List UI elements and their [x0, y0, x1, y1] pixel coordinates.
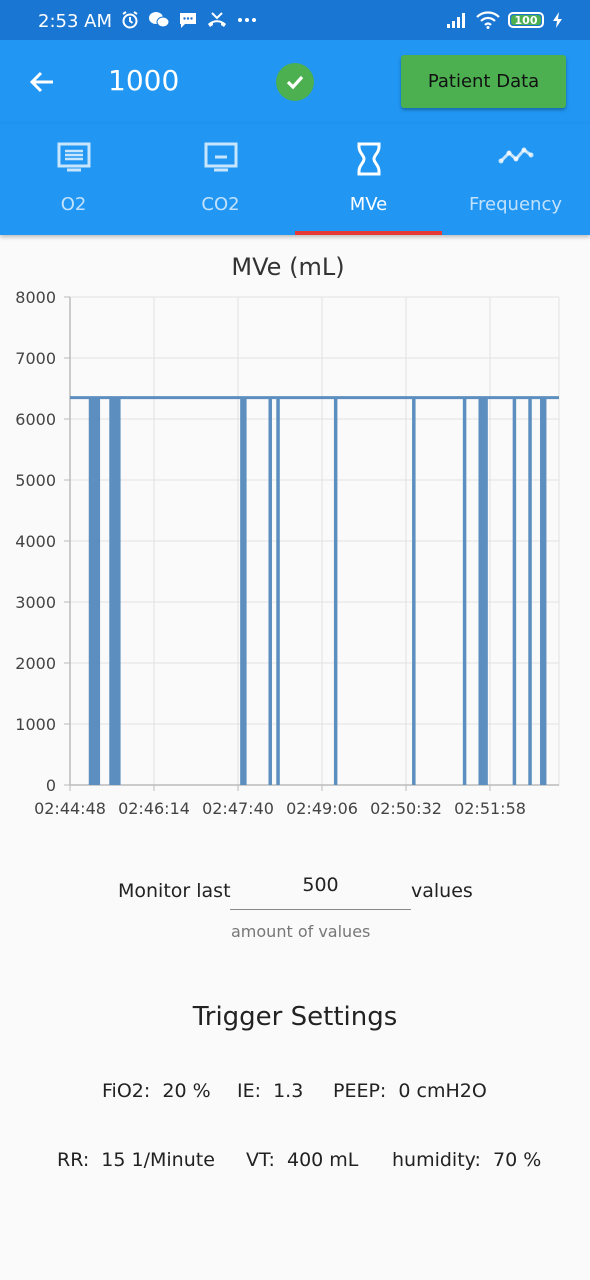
- wechat-icon: [149, 12, 170, 28]
- x-tick-label: 02:50:32: [370, 799, 442, 818]
- setting-fio2: FiO2: 20 %: [102, 1080, 211, 1102]
- setting-ie: IE: 1.3: [237, 1080, 304, 1102]
- monitor-helper-text: amount of values: [231, 922, 371, 941]
- trend-line-icon: [498, 147, 533, 164]
- missed-call-icon: [208, 12, 226, 27]
- y-tick-label: 6000: [15, 410, 56, 429]
- y-tick-label: 7000: [15, 349, 56, 368]
- patient-data-button[interactable]: Patient Data: [401, 55, 566, 108]
- monitor-row: Monitor last values amount of values: [0, 850, 590, 950]
- app-bar: 1000 Patient Data: [0, 40, 590, 124]
- list-card-icon: [57, 142, 90, 172]
- tab-frequency[interactable]: Frequency: [442, 124, 589, 235]
- tab-indicator: [295, 231, 442, 235]
- setting-humidity: humidity: 70 %: [392, 1149, 542, 1171]
- setting-rr: RR: 15 1/Minute: [57, 1149, 215, 1171]
- tab-bar: O2 CO2 MVe Frequency: [0, 124, 590, 235]
- tab-o2[interactable]: O2: [0, 124, 147, 235]
- trigger-settings-title: Trigger Settings: [192, 1002, 398, 1032]
- status-time: 2:53 AM: [38, 11, 112, 32]
- alarm-icon: [122, 11, 138, 29]
- x-tick-label: 02:46:14: [118, 799, 190, 818]
- monitor-suffix-label: values: [411, 880, 473, 902]
- tab-label: O2: [60, 194, 87, 215]
- charging-icon: [553, 12, 562, 28]
- wifi-icon: [476, 11, 500, 29]
- check-circle-icon: [276, 63, 314, 101]
- monitor-prefix-label: Monitor last: [118, 880, 231, 902]
- mve-chart-svg: MVe (mL) 0 1000 2000 3000 4000 5000 6000 7000 80…: [15, 253, 560, 818]
- setting-vt: VT: 400 mL: [246, 1149, 359, 1171]
- x-tick-label: 02:51:58: [454, 799, 526, 818]
- x-tick-label: 02:49:06: [286, 799, 358, 818]
- back-button[interactable]: [22, 62, 62, 102]
- x-tick-label: 02:44:48: [34, 799, 106, 818]
- y-tick-label: 2000: [15, 654, 56, 673]
- status-bar: 2:53 AM 100: [0, 0, 590, 40]
- arrow-back-icon: [29, 71, 53, 93]
- setting-peep: PEEP: 0 cmH2O: [333, 1080, 487, 1102]
- y-tick-label: 4000: [15, 532, 56, 551]
- tab-co2[interactable]: CO2: [147, 124, 294, 235]
- monitor-values-input[interactable]: [230, 860, 411, 910]
- battery-level: 100: [514, 13, 538, 27]
- system-icons: 100: [446, 11, 564, 29]
- chart-title: MVe (mL): [231, 253, 344, 281]
- signal-icon: [447, 13, 465, 28]
- tab-mve[interactable]: MVe: [295, 124, 442, 235]
- y-tick-label: 0: [46, 776, 56, 795]
- message-icon: [180, 13, 196, 28]
- hourglass-icon: [357, 142, 380, 176]
- battery-icon: 100: [508, 12, 544, 28]
- tab-label: MVe: [349, 194, 388, 215]
- notification-icons: [120, 10, 258, 30]
- y-tick-label: 3000: [15, 593, 56, 612]
- mve-chart: MVe (mL) 0 1000 2000 3000 4000 5000 6000 7000 80…: [0, 245, 590, 825]
- tab-label: CO2: [201, 194, 240, 215]
- monitor-icon: [204, 142, 237, 172]
- x-tick-label: 02:47:40: [202, 799, 274, 818]
- y-tick-label: 5000: [15, 471, 56, 490]
- more-icon: [238, 18, 256, 22]
- y-tick-label: 8000: [15, 288, 56, 307]
- tab-label: Frequency: [469, 194, 562, 215]
- page-title: 1000: [108, 64, 180, 97]
- y-tick-label: 1000: [15, 715, 56, 734]
